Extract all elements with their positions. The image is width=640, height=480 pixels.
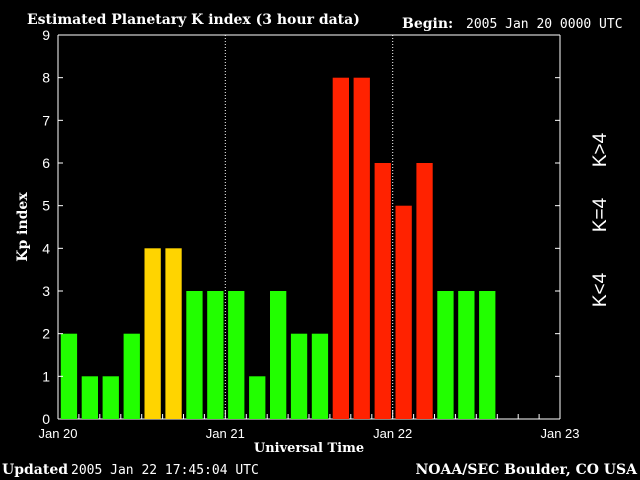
begin-value: 2005 Jan 20 0000 UTC [466,17,623,32]
updated-label: Updated [2,462,68,478]
x-tick-label: Jan 20 [38,426,77,441]
y-tick-label: 6 [42,155,50,171]
updated-value: 2005 Jan 22 17:45:04 UTC [71,463,259,478]
kp-bar [332,77,349,419]
x-tick-label: Jan 22 [373,426,412,441]
kp-bar [270,291,287,419]
legend-k-equal-4: K=4 [590,197,611,232]
kp-bar [290,333,308,419]
x-axis-ticks: Jan 20 Jan 21 Jan 22 Jan 23 [38,410,580,441]
legend-k-greater-4: K>4 [590,132,611,167]
y-tick-label: 9 [42,27,50,43]
x-tick-label: Jan 21 [206,426,245,441]
bars [60,77,496,419]
kp-bar [186,291,203,419]
kp-bar [144,248,161,419]
y-tick-label: 3 [42,283,50,299]
kp-bar [207,291,224,419]
kp-bar [395,205,412,419]
x-tick-label: Jan 23 [540,426,579,441]
kp-bar [311,333,329,419]
chart-title: Estimated Planetary K index (3 hour data… [27,12,360,28]
plot-area: 0 1 2 3 4 5 6 7 8 9 Jan 20 Jan 21 Jan 22 Jan 23 [38,27,579,441]
kp-bar [81,376,98,419]
kp-bar [60,333,78,419]
y-tick-label: 0 [42,411,50,427]
kp-bar [123,333,140,419]
kp-bar [102,376,119,419]
kp-bar [228,291,245,419]
kp-bar [458,291,475,419]
begin-label: Begin: [402,16,453,32]
legend-k-less-4: K<4 [590,272,611,307]
kp-bar [437,291,454,419]
y-tick-label: 4 [42,240,50,256]
y-tick-label: 5 [42,198,50,214]
y-tick-label: 7 [42,112,50,128]
y-tick-label: 1 [42,368,50,384]
kp-bar [374,163,391,419]
y-tick-label: 8 [42,70,50,86]
x-axis-label: Universal Time [254,441,364,456]
kp-bar [249,376,266,419]
y-axis-ticks: 0 1 2 3 4 5 6 7 8 9 [42,27,560,427]
kp-bar [165,248,182,419]
kp-bar [416,163,433,419]
day-separators [224,35,394,419]
source-credit: NOAA/SEC Boulder, CO USA [416,462,639,478]
kp-bar [353,77,370,419]
y-axis-label: Kp index [15,192,31,262]
y-tick-label: 2 [42,326,50,342]
kp-bar [479,291,496,419]
